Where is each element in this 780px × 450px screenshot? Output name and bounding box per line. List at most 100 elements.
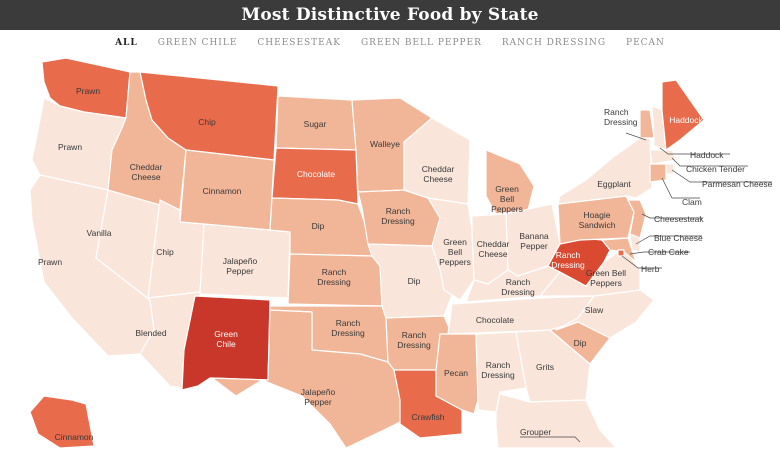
label-ar-line: Dressing	[397, 340, 431, 350]
label-al: Ranch Dressing	[481, 360, 515, 380]
leader-dc	[621, 255, 662, 269]
state-il[interactable]	[427, 197, 475, 301]
leader-nh	[659, 147, 730, 155]
label-wv-line: Dressing	[551, 260, 585, 270]
label-nm-line: Chile	[216, 339, 236, 349]
state-ct[interactable]	[649, 163, 667, 183]
state-ny[interactable]	[557, 137, 653, 205]
label-sd: Chocolate	[297, 169, 336, 179]
label-ky-line: Ranch	[506, 277, 531, 287]
tab-green-chile[interactable]: GREEN CHILE	[157, 38, 238, 48]
label-ky: Ranch Dressing	[501, 277, 535, 297]
us-food-map: Prawn Prawn Prawn Vanilla Cheddar Cheese …	[29, 57, 773, 449]
state-tx[interactable]	[211, 309, 405, 449]
label-wi: Cheddar Cheese	[422, 164, 455, 184]
label-al-line: Ranch	[486, 360, 511, 370]
label-nm: Green Chile	[214, 329, 238, 349]
label-oh: Banana Pepper	[519, 231, 549, 251]
side-label-ri: Parmesan Cheese	[702, 179, 773, 189]
title-bar: Most Distinctive Food by State	[0, 0, 780, 30]
label-wy: Cinnamon	[203, 186, 242, 196]
label-oh-line: Pepper	[520, 241, 548, 251]
label-mn: Walleye	[370, 139, 400, 149]
label-va-line: Green Bell	[586, 268, 626, 278]
label-mi-line: Green	[495, 184, 519, 194]
filter-tabs: ALL GREEN CHILE CHEESESTEAK GREEN BELL P…	[0, 38, 780, 52]
state-nc[interactable]	[555, 289, 655, 339]
label-la: Crawfish	[411, 412, 444, 422]
label-wa: Prawn	[76, 86, 100, 96]
state-fl[interactable]	[495, 393, 617, 449]
side-label-de: Blue Cheese	[654, 233, 703, 243]
leader-ct	[661, 177, 700, 199]
label-co: Jalapeño Pepper	[223, 256, 258, 276]
label-ca: Prawn	[38, 257, 62, 267]
label-nc: Slaw	[585, 305, 604, 315]
label-ia-line: Ranch	[386, 206, 411, 216]
tab-ranch-dressing[interactable]: RANCH DRESSING	[501, 38, 607, 48]
side-label-dc: Herb	[641, 264, 660, 274]
label-co-line: Jalapeño	[223, 256, 258, 266]
label-vt-line: Ranch	[604, 107, 629, 117]
tab-all[interactable]: ALL	[115, 38, 138, 48]
label-ne: Dip	[312, 221, 325, 231]
state-vt[interactable]	[639, 109, 655, 139]
label-mi-line: Bell	[500, 194, 514, 204]
label-il-line: Peppers	[439, 257, 471, 267]
tab-green-bell-pepper[interactable]: GREEN BELL PEPPER	[360, 38, 482, 48]
label-wi-line: Cheese	[423, 174, 453, 184]
side-label-fl: Grouper	[520, 427, 551, 437]
label-ia: Ranch Dressing	[381, 206, 415, 226]
label-il: Green Bell Peppers	[439, 237, 471, 267]
label-ga: Grits	[536, 362, 554, 372]
tab-cheesesteak[interactable]: CHEESESTEAK	[257, 38, 341, 48]
label-id: Cheddar Cheese	[130, 162, 163, 182]
label-vt-line: Dressing	[604, 117, 638, 127]
label-ny: Eggplant	[597, 179, 631, 189]
label-tn: Chocolate	[476, 315, 515, 325]
label-ar-line: Ranch	[402, 330, 427, 340]
label-ms: Pecan	[444, 368, 468, 378]
label-sc: Dip	[574, 338, 587, 348]
tab-pecan[interactable]: PECAN	[626, 38, 665, 48]
label-ky-line: Dressing	[501, 287, 535, 297]
state-de[interactable]	[629, 233, 641, 253]
side-label-ma: Chicken Tender	[686, 164, 745, 174]
label-mi: Green Bell Peppers	[491, 184, 523, 214]
label-ks-line: Dressing	[317, 277, 351, 287]
label-oh-line: Banana	[519, 231, 549, 241]
state-ma[interactable]	[649, 149, 677, 165]
label-ia-line: Dressing	[381, 216, 415, 226]
label-in-line: Cheese	[478, 249, 508, 259]
label-al-line: Dressing	[481, 370, 515, 380]
label-az: Blended	[135, 328, 166, 338]
state-dc[interactable]	[617, 249, 625, 257]
label-il-line: Bell	[448, 247, 462, 257]
label-ak: Cinnamon	[55, 432, 94, 442]
side-label-ct: Clam	[682, 197, 702, 207]
label-mo: Dip	[408, 276, 421, 286]
state-ri[interactable]	[665, 163, 675, 175]
label-ks: Ranch Dressing	[317, 267, 351, 287]
label-nv: Vanilla	[87, 228, 112, 238]
state-me[interactable]	[661, 79, 705, 151]
label-nd: Sugar	[304, 119, 327, 129]
label-co-line: Pepper	[226, 266, 254, 276]
label-tx-line: Jalapeño	[301, 387, 336, 397]
label-mi-line: Peppers	[491, 204, 523, 214]
label-ok-line: Dressing	[331, 328, 365, 338]
label-id-line: Cheese	[131, 172, 161, 182]
side-label-md: Crab Cake	[648, 247, 689, 257]
label-ut: Chip	[156, 247, 174, 257]
label-nm-line: Green	[214, 329, 238, 339]
side-label-nh: Haddock	[690, 150, 724, 160]
label-or: Prawn	[58, 142, 82, 152]
leader-ma	[671, 157, 748, 167]
label-in-line: Cheddar	[477, 239, 510, 249]
label-mt: Chip	[198, 117, 216, 127]
label-wv: Ranch Dressing	[551, 250, 585, 270]
leader-ri	[671, 169, 772, 183]
state-ak[interactable]	[29, 395, 95, 449]
side-label-vt: Ranch Dressing	[604, 107, 638, 127]
label-va: Green Bell Peppers	[586, 268, 626, 288]
